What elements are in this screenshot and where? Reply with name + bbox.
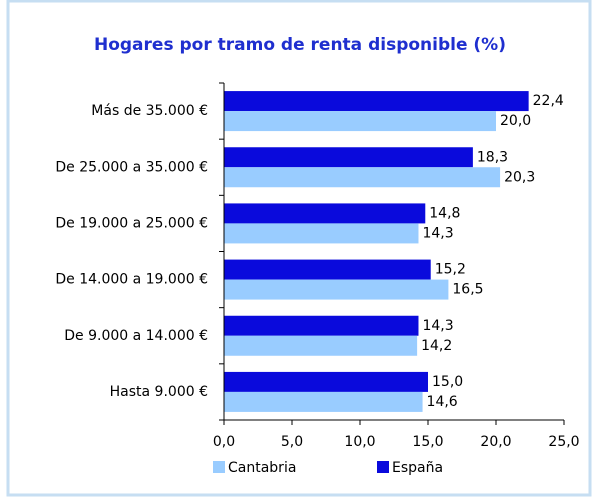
value-label: 14,2 [421, 338, 452, 354]
x-tick-label: 10,0 [344, 434, 375, 450]
value-label: 14,6 [427, 394, 458, 410]
bar [224, 111, 496, 132]
bar [224, 147, 473, 168]
bar [224, 391, 423, 412]
bar [224, 315, 419, 336]
bar [224, 279, 449, 300]
value-label: 18,3 [477, 149, 508, 165]
value-label: 14,8 [429, 205, 460, 221]
x-tick-label: 15,0 [412, 434, 443, 450]
value-label: 15,0 [432, 374, 463, 390]
value-label: 20,3 [504, 169, 535, 185]
bar [224, 223, 419, 244]
legend-label: España [392, 460, 443, 476]
bar [224, 167, 501, 188]
x-tick-label: 20,0 [480, 434, 511, 450]
value-label: 16,5 [452, 282, 483, 298]
legend-swatch [213, 461, 225, 473]
x-tick-label: 25,0 [548, 434, 579, 450]
bar [224, 259, 431, 280]
x-tick-label: 0,0 [213, 434, 235, 450]
bar [224, 335, 418, 356]
y-tick-label: Más de 35.000 € [91, 103, 208, 119]
value-label: 22,4 [533, 93, 564, 109]
x-tick-label: 5,0 [281, 434, 303, 450]
value-label: 14,3 [422, 318, 453, 334]
bar [224, 91, 529, 112]
y-tick-label: De 25.000 a 35.000 € [55, 159, 208, 175]
y-tick-label: De 19.000 a 25.000 € [55, 215, 208, 231]
y-tick-label: De 14.000 a 19.000 € [55, 272, 208, 288]
value-label: 14,3 [422, 225, 453, 241]
bar [224, 203, 426, 224]
value-label: 15,2 [435, 262, 466, 278]
legend-swatch [377, 461, 389, 473]
legend-label: Cantabria [228, 460, 296, 476]
value-label: 20,0 [500, 113, 531, 129]
frame [6, 0, 592, 497]
y-tick-label: Hasta 9.000 € [110, 384, 208, 400]
bar [224, 371, 428, 392]
chart-title: Hogares por tramo de renta disponible (%… [94, 35, 506, 55]
y-tick-label: De 9.000 a 14.000 € [64, 328, 208, 344]
